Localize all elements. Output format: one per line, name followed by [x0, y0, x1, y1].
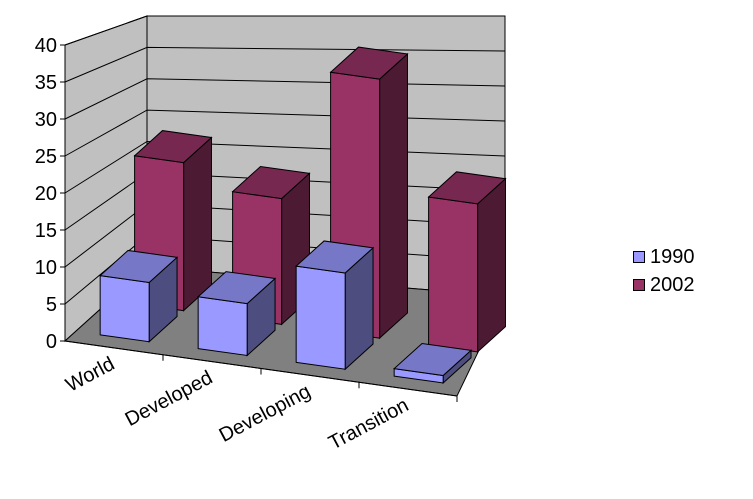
bar-1990-world: [99, 249, 179, 343]
bar-front: [428, 196, 479, 353]
bar-top: [427, 171, 507, 205]
bar-side: [379, 52, 408, 340]
bar-1990-developed: [197, 271, 277, 357]
y-tick-label: 0: [46, 331, 57, 353]
bar-side: [183, 136, 212, 312]
bar-side: [477, 177, 506, 353]
x-label-developing: Developing: [216, 380, 315, 446]
bar-front: [295, 265, 346, 370]
gridline: [64, 46, 506, 83]
legend-swatch-1990: [633, 251, 645, 263]
x-label-developed: Developed: [122, 367, 217, 431]
bar-top: [197, 271, 277, 305]
legend-label-2002: 2002: [650, 273, 695, 296]
bar-1990-developing: [295, 240, 375, 371]
bar-2002-transition: [427, 171, 507, 353]
legend: 1990 2002: [633, 243, 695, 299]
bar-top: [393, 342, 473, 377]
x-label-world: World: [62, 353, 118, 397]
bar-top: [329, 46, 409, 80]
legend-label-1990: 1990: [650, 245, 695, 268]
y-tick-label: 25: [35, 146, 57, 168]
y-tick-label: 20: [35, 183, 57, 205]
y-tick-label: 30: [35, 109, 57, 131]
legend-item-2002: 2002: [633, 271, 695, 299]
bar-top: [133, 130, 213, 164]
legend-item-1990: 1990: [633, 243, 695, 271]
bar-front: [99, 275, 150, 343]
y-tick-label: 5: [46, 294, 57, 316]
gridline: [64, 15, 505, 46]
legend-swatch-2002: [633, 279, 645, 291]
bar-top: [231, 165, 311, 200]
y-tick-label: 15: [35, 220, 57, 242]
bar-front: [197, 296, 248, 357]
bar-top: [295, 240, 375, 274]
bar-1990-transition: [393, 342, 473, 385]
y-tick-label: 40: [35, 35, 57, 57]
y-tick-label: 10: [35, 257, 57, 279]
x-label-transition: Transition: [325, 394, 412, 454]
y-tick-label: 35: [35, 72, 57, 94]
bar-top: [99, 249, 179, 284]
